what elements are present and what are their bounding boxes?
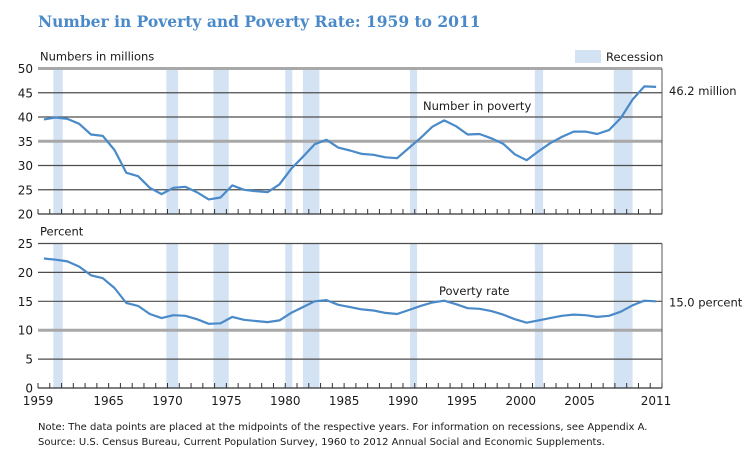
recession-band xyxy=(410,243,418,388)
x-tick-label: 2011 xyxy=(641,394,672,408)
recession-band xyxy=(613,243,633,388)
y-tick-label: 30 xyxy=(18,159,33,173)
recession-band xyxy=(534,243,544,388)
series-line xyxy=(43,85,657,201)
recession-band xyxy=(302,243,320,388)
recession-band xyxy=(53,243,63,388)
series-label: Poverty rate xyxy=(439,284,510,298)
y-axis-label: Numbers in millions xyxy=(40,50,154,64)
x-tick-label: 1990 xyxy=(388,394,419,408)
footnote: Note: The data points are placed at the … xyxy=(38,420,647,450)
y-tick-label: 25 xyxy=(18,183,33,197)
legend-swatch-recession xyxy=(575,50,601,63)
chart-title: Number in Poverty and Poverty Rate: 1959… xyxy=(38,12,481,31)
y-axis-label: Percent xyxy=(40,225,84,239)
y-tick-label: 15 xyxy=(18,295,33,309)
y-tick-label: 20 xyxy=(18,208,33,222)
y-tick-label: 40 xyxy=(18,111,33,125)
y-tick-label: 25 xyxy=(18,237,33,251)
x-tick-label: 1980 xyxy=(270,394,301,408)
y-tick-label: 50 xyxy=(18,62,33,76)
y-tick-label: 35 xyxy=(18,135,33,149)
y-tick-label: 20 xyxy=(18,266,33,280)
y-tick-label: 0 xyxy=(25,382,33,396)
y-tick-label: 45 xyxy=(18,86,33,100)
x-tick-label: 2005 xyxy=(564,394,595,408)
x-tick-label: 1965 xyxy=(93,394,124,408)
y-tick-label: 5 xyxy=(25,353,33,367)
x-tick-label: 1995 xyxy=(447,394,478,408)
y-tick-label: 10 xyxy=(18,324,33,338)
x-tick-label: 2000 xyxy=(505,394,536,408)
number-panel: 20 25 30 35 40 45 50 Numbers in millions Number … xyxy=(18,50,737,222)
x-tick-label: 1975 xyxy=(211,394,242,408)
series-label: Number in poverty xyxy=(423,99,531,113)
legend: Recession xyxy=(575,50,663,64)
rate-panel: 0 5 10 15 20 25 Percent Poverty rate 15.0 percen… xyxy=(18,225,743,409)
recession-band xyxy=(213,243,229,388)
source-text: Source: U.S. Census Bureau, Current Popu… xyxy=(38,437,605,448)
end-value-label: 46.2 million xyxy=(669,84,737,98)
x-tick-label: 1970 xyxy=(152,394,183,408)
series-line xyxy=(43,257,657,325)
legend-label-recession: Recession xyxy=(606,50,663,64)
x-tick-label: 1985 xyxy=(329,394,360,408)
x-tick-label: 1959 xyxy=(23,394,54,408)
note-text: Note: The data points are placed at the … xyxy=(38,422,648,433)
end-value-label: 15.0 percent xyxy=(669,295,743,309)
recession-band xyxy=(285,243,293,388)
